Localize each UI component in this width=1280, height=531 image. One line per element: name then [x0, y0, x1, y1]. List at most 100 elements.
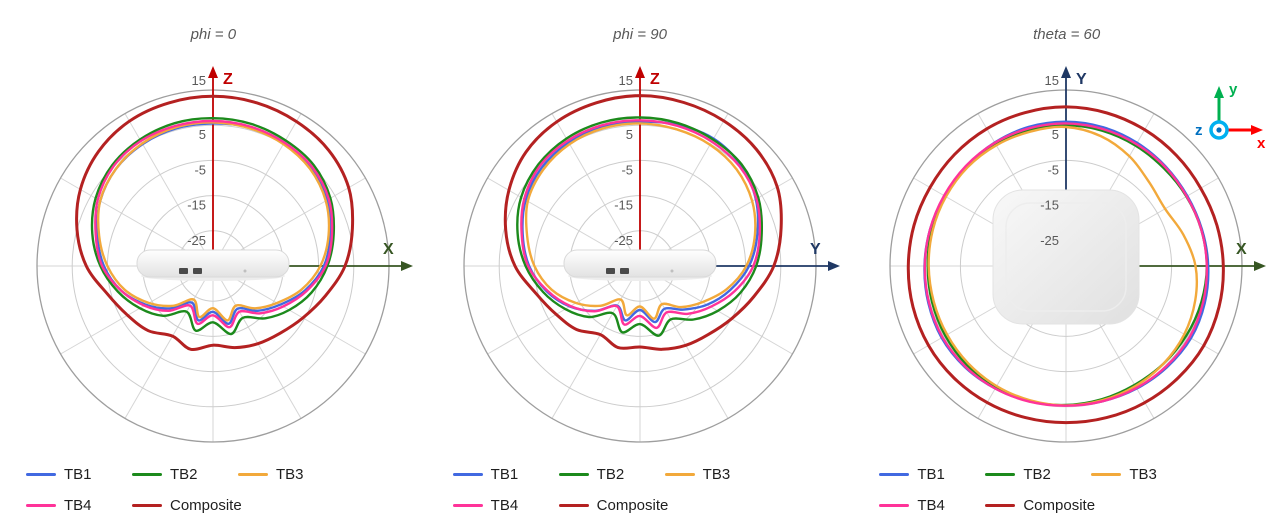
legend-swatch-composite [132, 504, 162, 507]
grid-spoke [639, 113, 729, 267]
series-tb2 [90, 116, 336, 336]
series-tb3 [524, 122, 757, 320]
axis-label-z: Z [650, 71, 660, 88]
triad-x-arrowhead [1251, 125, 1264, 135]
legend-label-tb3: TB3 [702, 466, 731, 483]
legend-item-tb3: TB3 [664, 466, 771, 483]
legend-item-tb2: TB2 [985, 466, 1091, 483]
legend-item-composite: Composite [985, 497, 1135, 514]
series-tb4 [923, 122, 1209, 407]
legend: TB1 TB2 TB3 TB4 Composite [452, 466, 771, 514]
legend: TB1 TB2 TB3 TB4 Composite [26, 466, 344, 514]
legend-item-tb4: TB4 [26, 497, 132, 514]
axis-up-arrowhead [1061, 66, 1072, 78]
radial-tick-label: -25 [614, 233, 633, 248]
legend-swatch-tb3 [238, 473, 268, 476]
radial-tick-label: -5 [1048, 162, 1060, 177]
legend-label-tb4: TB4 [64, 497, 92, 514]
triad-z-label: z [1195, 122, 1203, 139]
polar-plot-theta-60: Y X 15 5 -5 -15 -25 y x z [889, 66, 1267, 443]
axis-right-arrowhead [401, 261, 413, 271]
legend-label-composite: Composite [596, 497, 669, 514]
axis-label-x: X [1236, 241, 1247, 258]
legend: TB1 TB2 TB3 TB4 Composite [879, 466, 1197, 514]
legend-swatch-tb4 [26, 504, 56, 507]
axis-label-z: Z [223, 71, 233, 88]
radial-tick-label: -5 [194, 162, 206, 177]
legend-row-1: TB1 TB2 TB3 [452, 466, 771, 483]
access-point-side-view-image [563, 249, 717, 281]
grid-spoke [551, 265, 641, 419]
legend-item-tb2: TB2 [558, 466, 665, 483]
series-composite [503, 94, 783, 351]
legend-item-tb3: TB3 [1091, 466, 1197, 483]
access-point-side-view-image [136, 249, 290, 281]
chart-title-phi-0: phi = 0 [190, 26, 237, 43]
triad-x-label: x [1257, 135, 1266, 152]
legend-swatch-tb2 [558, 473, 589, 476]
radial-tick-label: 15 [1045, 73, 1059, 88]
grid-spoke [639, 265, 729, 419]
polar-plot-phi-0: Z X 15 5 -5 -15 -25 [36, 66, 413, 443]
chart-panel-theta-60: theta = 60 Y X 15 5 -5 -15 -25 y x z TB1 TB2 TB3 [853, 0, 1280, 531]
chart-title-theta-60: theta = 60 [1033, 26, 1101, 43]
radial-tick-label: 5 [1052, 127, 1059, 142]
legend-swatch-tb4 [452, 504, 483, 507]
legend-swatch-composite [558, 504, 589, 507]
legend-item-tb4: TB4 [452, 497, 559, 514]
legend-item-composite: Composite [558, 497, 709, 514]
polar-plot-phi-90: Z Y 15 5 -5 -15 -25 [463, 66, 840, 443]
legend-item-tb3: TB3 [238, 466, 344, 483]
triad-z-dot [1216, 127, 1222, 133]
legend-item-tb1: TB1 [452, 466, 559, 483]
legend-swatch-tb3 [664, 473, 695, 476]
legend-label-composite: Composite [170, 497, 242, 514]
access-point-top-view-image [992, 189, 1140, 325]
radial-tick-label: -5 [621, 162, 633, 177]
legend-label-tb1: TB1 [917, 466, 945, 483]
legend-row-1: TB1 TB2 TB3 [26, 466, 344, 483]
radial-tick-label: -15 [1041, 198, 1060, 213]
legend-label-composite: Composite [1023, 497, 1096, 514]
axis-label-y: Y [1076, 71, 1087, 88]
legend-item-tb2: TB2 [132, 466, 238, 483]
series-tb4 [519, 119, 761, 330]
legend-label-tb4: TB4 [917, 497, 945, 514]
series-tb2 [515, 116, 763, 337]
legend-label-tb1: TB1 [490, 466, 519, 483]
chart-panel-phi-90: phi = 90 Z Y 15 5 -5 -15 -25 TB1 TB2 TB3 [427, 0, 854, 531]
legend-label-tb4: TB4 [490, 497, 519, 514]
legend-swatch-tb1 [879, 473, 910, 476]
axis-up-arrowhead [634, 66, 645, 78]
legend-item-tb4: TB4 [879, 497, 985, 514]
legend-label-tb3: TB3 [1129, 466, 1157, 483]
legend-row-2: TB4 Composite [26, 497, 344, 514]
legend-swatch-tb4 [879, 504, 910, 507]
series-composite [75, 94, 355, 352]
legend-label-tb2: TB2 [596, 466, 625, 483]
legend-label-tb3: TB3 [276, 466, 304, 483]
grid-spoke [212, 265, 302, 419]
radial-tick-label: -15 [614, 198, 633, 213]
triad-y-arrowhead [1214, 86, 1225, 98]
legend-label-tb1: TB1 [64, 466, 92, 483]
legend-label-tb2: TB2 [1023, 466, 1051, 483]
axis-label-x: X [383, 241, 394, 258]
legend-swatch-composite [985, 504, 1016, 507]
axis-right-arrowhead [827, 261, 840, 271]
axis-right-arrowhead [1254, 261, 1267, 271]
legend-swatch-tb2 [132, 473, 162, 476]
chart-panel-phi-0: phi = 0 Z X 15 5 -5 -15 -25 TB1 TB2 TB3 [0, 0, 427, 531]
legend-swatch-tb1 [26, 473, 56, 476]
grid-spoke [212, 113, 302, 267]
legend-swatch-tb1 [452, 473, 483, 476]
legend-item-tb1: TB1 [26, 466, 132, 483]
radial-tick-label: -15 [187, 198, 206, 213]
radial-tick-label: 5 [199, 127, 206, 142]
radial-tick-label: 15 [618, 73, 632, 88]
radial-tick-label: 15 [192, 73, 206, 88]
radial-tick-label: -25 [1041, 233, 1060, 248]
legend-item-tb1: TB1 [879, 466, 985, 483]
chart-title-phi-90: phi = 90 [613, 26, 667, 43]
